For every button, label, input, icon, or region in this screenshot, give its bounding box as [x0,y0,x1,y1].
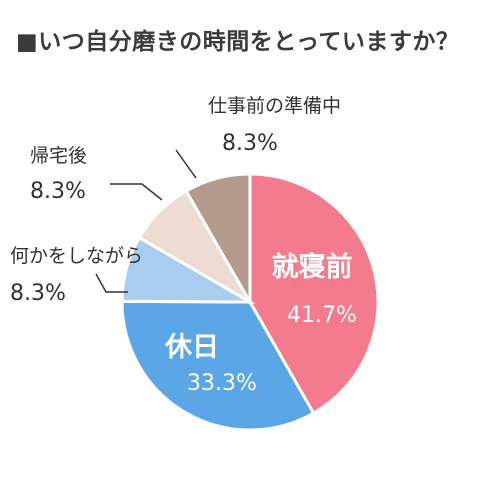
slice-value-1: 33.3% [187,371,257,396]
slice-value-2: 8.3% [10,281,66,306]
leader-line-2 [95,273,128,293]
slice-label-3: 帰宅後 [30,145,87,167]
slice-label-0: 就寝前 [272,251,353,283]
leader-line-4 [175,149,197,179]
slice-value-4: 8.3% [222,131,278,156]
slice-label-1: 休日 [164,332,219,363]
pie-slice-4 [184,172,252,308]
chart-title: ■いつ自分磨きの時間をとっていますか？ [16,29,460,55]
pie-slice-1 [120,299,316,432]
leader-line-3 [110,183,163,201]
pie-slice-0 [248,172,380,416]
slice-label-4: 仕事前の準備中 [208,95,341,117]
slice-value-3: 8.3% [30,179,86,204]
slice-value-0: 41.7% [287,303,357,328]
slice-label-2: 何かをしながら [10,245,143,267]
